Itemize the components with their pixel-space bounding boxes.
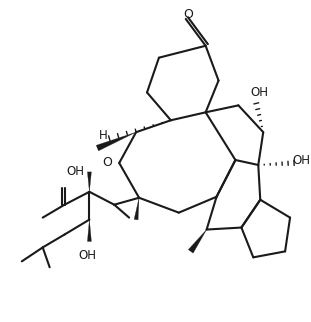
- Text: O: O: [102, 156, 112, 169]
- Polygon shape: [87, 220, 91, 242]
- Polygon shape: [87, 172, 91, 192]
- Text: OH: OH: [250, 86, 268, 99]
- Text: H: H: [99, 129, 108, 142]
- Polygon shape: [188, 230, 207, 253]
- Polygon shape: [134, 198, 139, 220]
- Text: OH: OH: [67, 166, 85, 178]
- Polygon shape: [96, 132, 136, 151]
- Text: OH: OH: [292, 155, 310, 167]
- Text: OH: OH: [78, 249, 96, 262]
- Text: O: O: [183, 8, 193, 22]
